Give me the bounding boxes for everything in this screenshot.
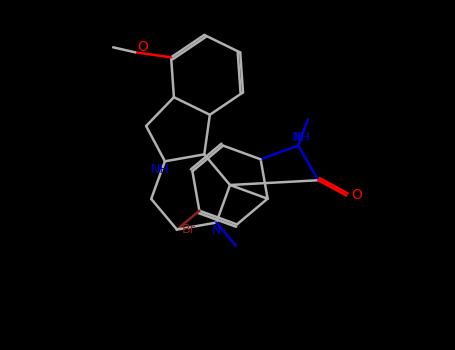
Text: O: O [351, 189, 362, 203]
Text: Br: Br [182, 224, 195, 237]
Text: NH: NH [292, 131, 311, 144]
Text: N: N [212, 224, 221, 237]
Text: NH: NH [151, 163, 169, 176]
Text: O: O [138, 40, 148, 54]
Text: N: N [293, 131, 303, 144]
